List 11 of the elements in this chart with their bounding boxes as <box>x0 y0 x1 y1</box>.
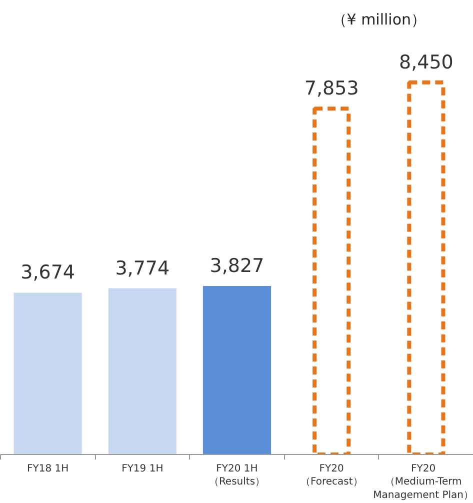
data-label: 3,827 <box>210 254 264 277</box>
data-label: 8,450 <box>399 51 454 74</box>
data-label: 3,774 <box>115 257 170 280</box>
x-tick-label: FY20 （Forecast） <box>300 464 363 488</box>
x-tick-label: FY18 1H <box>26 464 69 474</box>
x-tick-label: FY20 1H （Results） <box>208 464 266 488</box>
data-label: 3,674 <box>20 262 76 284</box>
data-label: 7,853 <box>304 78 359 100</box>
x-tick-label: FY19 1H <box>122 464 164 474</box>
x-tick-label: FY20 （Medium-Term Management Plan） <box>373 464 473 501</box>
text: （¥ million） <box>332 10 426 28</box>
